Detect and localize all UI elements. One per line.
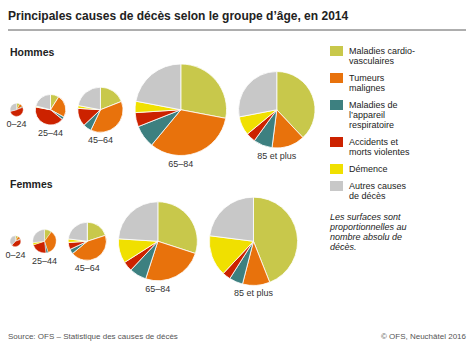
pie-label: 25–44 bbox=[32, 256, 57, 266]
pie-label: 25–44 bbox=[38, 128, 63, 138]
pie bbox=[33, 230, 56, 253]
pie-slice bbox=[118, 202, 157, 241]
pie-slice bbox=[33, 230, 45, 243]
pie-slice bbox=[118, 239, 157, 263]
title-rule bbox=[8, 30, 466, 31]
pie bbox=[10, 103, 23, 116]
pie-label: 85 et plus bbox=[257, 151, 297, 161]
text-line: Les surfaces sont bbox=[330, 212, 401, 222]
text-line: respiratoire bbox=[349, 120, 394, 130]
text-line: vasculaires bbox=[349, 56, 395, 66]
legend-swatch bbox=[330, 181, 343, 191]
legend-label: Autres causesde décès bbox=[349, 181, 407, 201]
legend-swatch bbox=[330, 137, 343, 147]
row-label: Hommes bbox=[10, 46, 55, 58]
pie-slice bbox=[10, 236, 15, 245]
text-line: nombre absolu de bbox=[330, 232, 402, 242]
pie bbox=[209, 197, 297, 285]
pie-slice bbox=[78, 108, 101, 125]
legend-swatch bbox=[330, 46, 343, 56]
pie bbox=[78, 87, 123, 132]
pie-slice bbox=[181, 64, 227, 118]
pie-label: 0–24 bbox=[7, 119, 27, 129]
pie-label: 85 et plus bbox=[234, 288, 274, 298]
pie-label: 45–64 bbox=[75, 263, 100, 273]
pie-slice bbox=[68, 222, 87, 241]
text-line: décès. bbox=[330, 242, 357, 252]
text-line: Autres causes bbox=[349, 181, 407, 191]
text-line: proportionnelles au bbox=[329, 222, 407, 232]
pie-row: Femmes 0–24 25–44 45–64 65–84 85 et plus bbox=[5, 178, 297, 299]
pie-slice bbox=[33, 241, 46, 253]
pie-row: Hommes 0–24 25–44 45–64 65–84 85 et plus bbox=[7, 46, 315, 169]
pie-slice bbox=[136, 64, 181, 110]
text-line: Tumeurs bbox=[349, 73, 385, 83]
source: © OFS, Neuchâtel 2016 bbox=[381, 332, 467, 341]
legend-item: Autres causesde décès bbox=[330, 181, 407, 201]
legend-item: Maladies del’appareilrespiratoire bbox=[330, 100, 398, 130]
pie-label: 65–84 bbox=[145, 284, 170, 294]
pie-slice bbox=[210, 197, 254, 241]
legend-item: Maladies cardio-vasculaires bbox=[330, 46, 415, 66]
pie-slice bbox=[239, 72, 277, 117]
pie-label: 45–64 bbox=[88, 135, 113, 145]
legend-label: Tumeursmalignes bbox=[349, 73, 386, 93]
legend-item: Accidents etmorts violentes bbox=[330, 137, 410, 157]
pie bbox=[118, 202, 197, 281]
text-line: l’appareil bbox=[349, 110, 385, 120]
pie-slice bbox=[44, 232, 56, 253]
chart: Principales causes de décès selon le gro… bbox=[0, 0, 474, 346]
legend-label: Démence bbox=[349, 164, 388, 174]
row-label: Femmes bbox=[10, 178, 53, 190]
text-line: malignes bbox=[349, 83, 386, 93]
pie-slice bbox=[78, 87, 100, 110]
pie-slice bbox=[209, 236, 253, 274]
text-line: Démence bbox=[349, 164, 388, 174]
legend-label: Maladies cardio-vasculaires bbox=[349, 46, 415, 66]
legend-label: Maladies del’appareilrespiratoire bbox=[349, 100, 398, 130]
source: Source: OFS – Statistique des causes de … bbox=[8, 332, 178, 341]
pie-label: 65–84 bbox=[168, 159, 193, 169]
pie bbox=[239, 72, 315, 148]
legend-swatch bbox=[330, 164, 343, 174]
legend-item: Tumeursmalignes bbox=[330, 73, 386, 93]
pie bbox=[135, 64, 227, 156]
text-line: morts violentes bbox=[349, 147, 410, 157]
legend-item: Démence bbox=[330, 164, 388, 174]
legend-label: Accidents etmorts violentes bbox=[349, 137, 410, 157]
text-line: de décès bbox=[349, 191, 386, 201]
legend-swatch bbox=[330, 73, 343, 83]
text-line: Maladies cardio- bbox=[349, 46, 415, 56]
pie-slice bbox=[10, 103, 17, 111]
pie-label: 0–24 bbox=[5, 250, 25, 260]
pie bbox=[35, 94, 66, 125]
title: Principales causes de décès selon le gro… bbox=[8, 9, 348, 23]
legend-swatch bbox=[330, 100, 343, 110]
pie-slice bbox=[272, 110, 303, 148]
pie bbox=[68, 222, 106, 260]
pie-slice bbox=[36, 94, 51, 109]
text-line: Accidents et bbox=[349, 137, 399, 147]
legend: Maladies cardio-vasculaires Tumeursmalign… bbox=[330, 46, 415, 201]
note: Les surfaces sontproportionnelles aunomb… bbox=[329, 212, 407, 252]
pie bbox=[10, 236, 21, 247]
text-line: Maladies de bbox=[349, 100, 398, 110]
